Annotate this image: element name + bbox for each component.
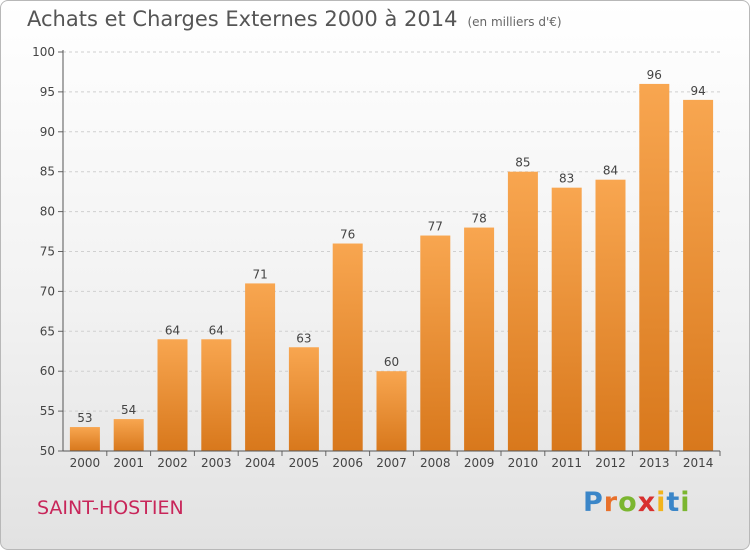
y-tick-label: 70 — [40, 284, 55, 298]
proxiti-logo: Proxiti — [583, 487, 691, 518]
logo-letter: x — [637, 487, 657, 518]
bar — [420, 235, 451, 451]
bar — [201, 339, 232, 451]
data-label: 53 — [77, 411, 92, 425]
data-label: 96 — [647, 68, 662, 82]
bar — [157, 339, 188, 451]
bar — [551, 187, 582, 451]
data-label: 76 — [340, 228, 355, 242]
y-tick-label: 90 — [40, 125, 55, 139]
data-label: 60 — [384, 355, 399, 369]
y-tick-label: 75 — [40, 245, 55, 259]
y-tick-label: 95 — [40, 85, 55, 99]
x-tick-label: 2003 — [201, 456, 232, 470]
bar — [507, 171, 538, 451]
x-tick-label: 2013 — [639, 456, 670, 470]
data-label: 84 — [603, 164, 618, 178]
data-label: 78 — [471, 212, 486, 226]
y-tick-label: 85 — [40, 165, 55, 179]
data-label: 77 — [428, 220, 443, 234]
bar — [376, 371, 407, 451]
title-text: Achats et Charges Externes 2000 à 2014 — [27, 7, 458, 31]
y-tick-label: 50 — [40, 444, 55, 458]
x-tick-label: 2000 — [70, 456, 101, 470]
logo-letter: t — [666, 487, 681, 518]
axes: 50 55 60 65 70 75 80 85 90 95 100 2000 2001 2002 2003 2… — [32, 45, 721, 470]
x-tick-label: 2007 — [376, 456, 407, 470]
bars: 53 54 64 64 71 63 76 60 77 78 85 83 84 96 94 — [69, 68, 714, 452]
data-label: 71 — [252, 267, 267, 281]
y-tick-label: 55 — [40, 404, 55, 418]
logo-letter: o — [618, 487, 638, 518]
x-tick-label: 2008 — [420, 456, 451, 470]
x-tick-label: 2011 — [551, 456, 582, 470]
data-label: 83 — [559, 172, 574, 186]
logo-letter: P — [583, 487, 604, 518]
data-label: 64 — [209, 323, 224, 337]
bar — [595, 179, 626, 451]
data-label: 64 — [165, 323, 180, 337]
logo-letter: i — [656, 487, 667, 518]
x-tick-label: 2005 — [289, 456, 320, 470]
chart-title: Achats et Charges Externes 2000 à 2014 (e… — [27, 7, 562, 31]
bar — [639, 83, 670, 452]
x-tick-label: 2004 — [245, 456, 276, 470]
data-label: 54 — [121, 403, 136, 417]
data-label: 63 — [296, 331, 311, 345]
logo-letter: i — [680, 487, 691, 518]
y-tick-label: 100 — [32, 45, 55, 59]
x-tick-label: 2002 — [157, 456, 188, 470]
bar — [464, 227, 495, 451]
commune-name: SAINT-HOSTIEN — [37, 497, 184, 519]
bar — [245, 283, 276, 451]
bar — [69, 427, 100, 451]
logo-letter: r — [603, 487, 619, 518]
x-tick-label: 2012 — [595, 456, 626, 470]
x-tick-label: 2001 — [113, 456, 144, 470]
y-tick-label: 80 — [40, 205, 55, 219]
x-tick-label: 2009 — [464, 456, 495, 470]
y-tick-label: 60 — [40, 364, 55, 378]
chart-subtitle: (en milliers d'€) — [467, 15, 562, 29]
data-label: 94 — [690, 84, 705, 98]
x-tick-label: 2006 — [332, 456, 363, 470]
x-tick-label: 2010 — [508, 456, 539, 470]
y-tick-label: 65 — [40, 324, 55, 338]
bar — [332, 243, 363, 451]
bar — [683, 99, 714, 451]
x-tick-label: 2014 — [683, 456, 714, 470]
data-label: 85 — [515, 156, 530, 170]
bar — [113, 419, 144, 451]
bar — [288, 347, 319, 451]
